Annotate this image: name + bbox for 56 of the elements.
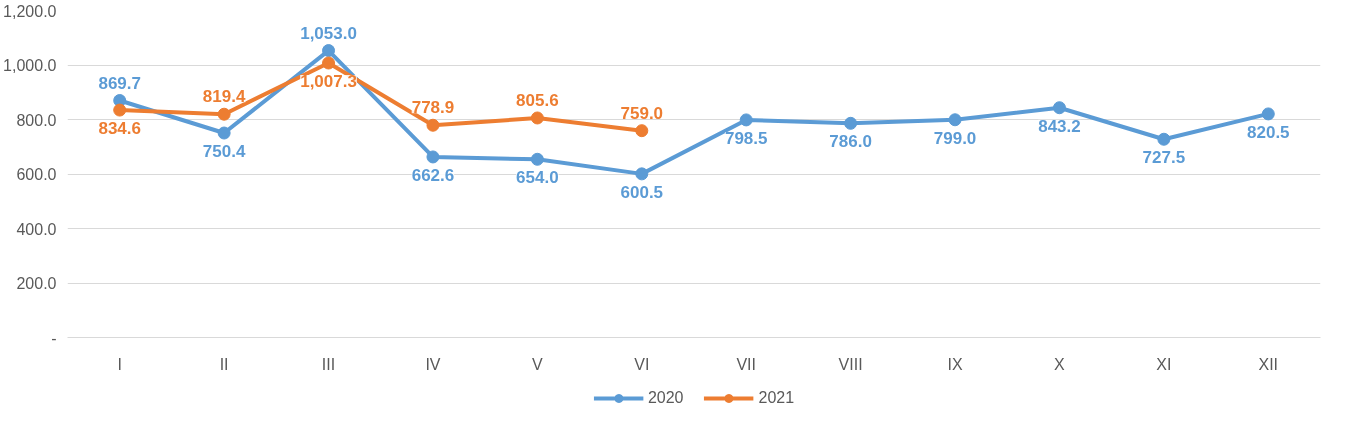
point: [426, 118, 440, 132]
point: [322, 44, 336, 58]
x-tick-label: II: [219, 355, 229, 373]
point: [844, 116, 858, 130]
x-tick-label: I: [117, 355, 122, 373]
point: [1157, 132, 1171, 146]
x-tick-label: V: [532, 355, 544, 373]
data-label: 1,007.3: [300, 72, 357, 92]
x-tick-label: IV: [425, 355, 441, 373]
x-tick-label: III: [321, 355, 336, 373]
point: [113, 103, 127, 117]
point: [739, 113, 753, 127]
data-label: 662.6: [411, 165, 455, 185]
point: [948, 113, 962, 127]
x-tick-label: VIII: [838, 355, 863, 373]
data-label: 834.6: [98, 119, 141, 139]
point: [635, 124, 649, 138]
x-tick-label: VII: [736, 355, 756, 373]
x-tick-label: VI: [634, 355, 650, 373]
data-label: 750.4: [202, 142, 246, 162]
data-label: 727.5: [1142, 148, 1186, 168]
y-tick-label: -: [51, 329, 57, 347]
y-tick-label: 1,000.0: [3, 57, 57, 74]
data-label: 799.0: [933, 128, 977, 148]
y-tick-label: 400.0: [16, 220, 57, 238]
point: [1261, 107, 1275, 121]
x-tick-label: IX: [947, 355, 963, 373]
point: [530, 111, 544, 125]
data-label: 869.7: [98, 73, 141, 93]
data-label: 654.0: [516, 168, 559, 188]
data-label: 759.0: [620, 103, 664, 123]
data-label: 805.6: [516, 90, 559, 110]
data-label: 820.5: [1247, 122, 1290, 142]
x-tick-label: XII: [1258, 355, 1279, 373]
data-label: 843.2: [1038, 116, 1081, 136]
y-tick-label: 800.0: [16, 111, 57, 129]
point: [635, 167, 649, 181]
y-tick-label: 200.0: [16, 275, 57, 292]
point: [530, 152, 544, 166]
x-tick-label: X: [1054, 355, 1066, 373]
point: [1052, 101, 1066, 115]
y-tick-label: 1,200.0: [3, 2, 57, 20]
data-label: 798.5: [724, 128, 768, 148]
x-tick-label: XI: [1156, 355, 1172, 373]
data-label: 778.9: [411, 98, 455, 118]
y-tick-label: 600.0: [16, 166, 57, 183]
point: [217, 107, 231, 121]
legend-label: 2020: [647, 388, 684, 407]
data-label: 600.5: [620, 182, 664, 202]
point: [426, 150, 440, 164]
point: [217, 126, 231, 140]
point: [322, 56, 336, 70]
data-label: 786.0: [829, 132, 872, 152]
data-label: 819.4: [202, 87, 246, 107]
data-label: 1,053.0: [300, 23, 357, 43]
legend-label: 2021: [758, 388, 795, 407]
